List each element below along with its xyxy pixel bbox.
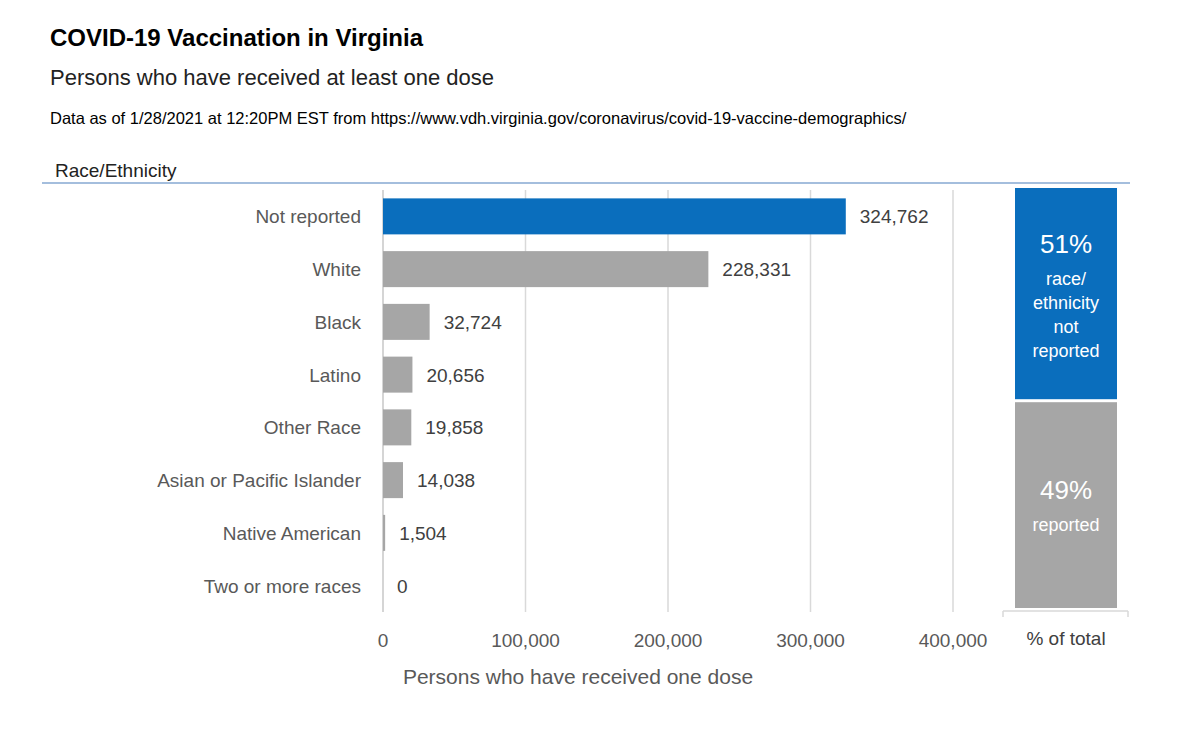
tick-label: 200,000 xyxy=(634,630,703,651)
category-label: Other Race xyxy=(264,417,361,438)
bar xyxy=(383,251,708,287)
title: COVID-19 Vaccination in Virginia xyxy=(50,24,424,51)
bar xyxy=(383,568,384,604)
segment-name-line: not xyxy=(1053,317,1078,337)
bars xyxy=(383,198,846,551)
chart-root: COVID-19 Vaccination in Virginia Persons … xyxy=(0,0,1200,729)
grid xyxy=(383,190,953,612)
tick-label: 100,000 xyxy=(491,630,560,651)
category-label: Latino xyxy=(309,365,361,386)
data-label: 324,762 xyxy=(860,206,929,227)
tick-label: 0 xyxy=(378,630,389,651)
segment-name: race/ethnicity not reported xyxy=(1032,269,1099,361)
segment-name-line: race/ xyxy=(1046,269,1086,289)
category-axis-line xyxy=(1003,610,1128,612)
stack-segment xyxy=(1015,188,1117,399)
bar xyxy=(383,357,412,393)
source-note: Data as of 1/28/2021 at 12:20PM EST from… xyxy=(50,109,907,127)
data-label: 49% xyxy=(1040,475,1092,505)
bar xyxy=(383,515,385,551)
header-rule xyxy=(42,182,1130,183)
data-label: 19,858 xyxy=(425,417,483,438)
data-label: 14,038 xyxy=(417,470,475,491)
category-label: Native American xyxy=(223,523,361,544)
axis-tick xyxy=(1127,611,1129,617)
data-label: 1,504 xyxy=(399,523,447,544)
category-label: Two or more races xyxy=(204,576,361,597)
bar xyxy=(383,304,430,340)
axis-title: % of total xyxy=(1026,628,1105,649)
segment-name: reported xyxy=(1032,515,1099,535)
data-label: 51% xyxy=(1040,229,1092,259)
segment-name-line: reported xyxy=(1032,515,1099,535)
category-label: Not reported xyxy=(255,206,361,227)
subtitle: Persons who have received at least one d… xyxy=(50,65,494,90)
grid-line xyxy=(810,190,812,612)
stack-segment xyxy=(1015,402,1117,608)
axis-tick xyxy=(1002,611,1004,617)
value-axis-title: Persons who have received one dose xyxy=(403,665,753,688)
segment-name-line: ethnicity xyxy=(1033,293,1099,313)
category-label: White xyxy=(312,259,361,280)
data-label: 32,724 xyxy=(444,312,503,333)
category-label: Asian or Pacific Islander xyxy=(157,470,361,491)
grid-line xyxy=(952,190,954,612)
bar xyxy=(383,198,846,234)
bar xyxy=(383,462,403,498)
tick-label: 300,000 xyxy=(776,630,845,651)
stack-bars xyxy=(1015,188,1117,608)
category-axis-title: Race/Ethnicity xyxy=(55,160,177,181)
segment-name-line: reported xyxy=(1032,341,1099,361)
tick-label: 400,000 xyxy=(919,630,988,651)
category-label: Black xyxy=(315,312,362,333)
bar xyxy=(383,409,411,445)
data-label: 0 xyxy=(397,576,408,597)
data-label: 20,656 xyxy=(426,365,484,386)
data-label: 228,331 xyxy=(722,259,791,280)
